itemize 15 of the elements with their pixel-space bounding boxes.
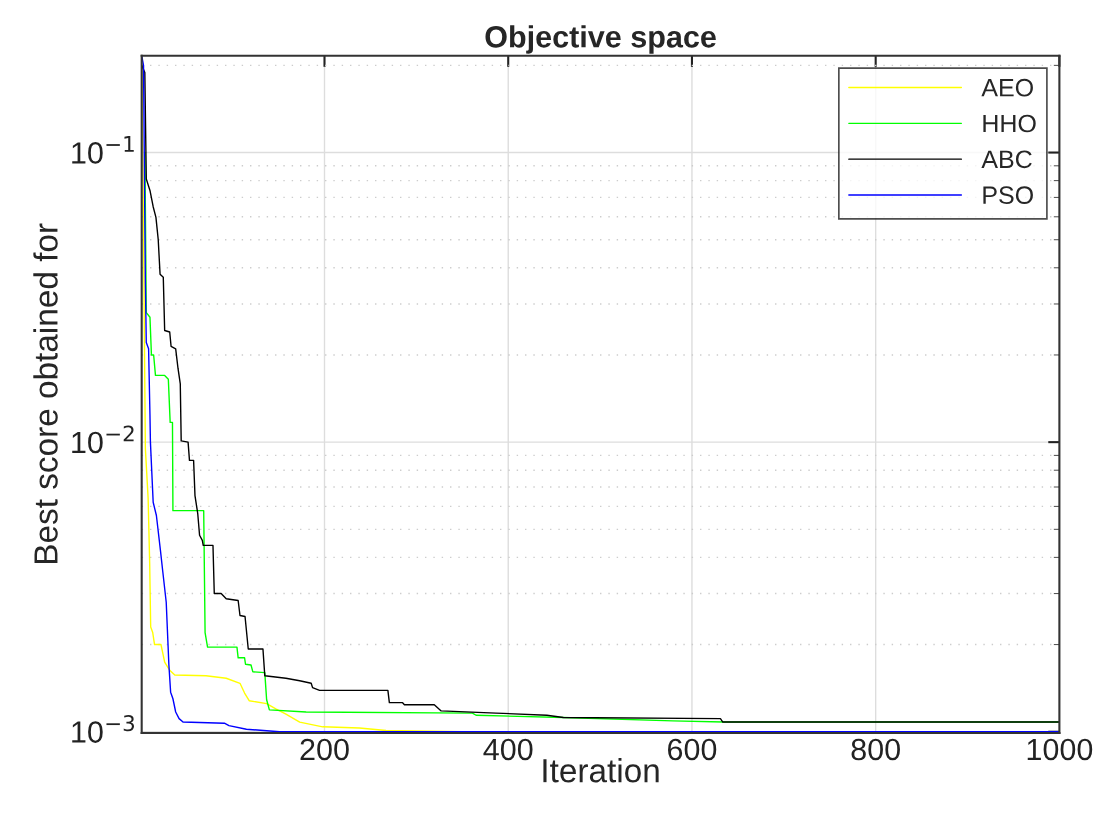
legend-label: HHO [983, 114, 1036, 133]
chart-title: Objective space [485, 25, 716, 54]
y-tick-label: 10$^{−3}$ [72, 715, 135, 743]
x-tick-label: 800 [851, 738, 900, 761]
y-tick-label: 10$^{−2}$ [72, 425, 134, 454]
x-tick-label: 200 [300, 738, 349, 761]
x-tick-label: 1000 [1027, 738, 1093, 761]
legend-label: AEO [981, 78, 1033, 97]
x-tick-label: 600 [668, 738, 717, 761]
y-axis-title: Best score obtained for [33, 223, 58, 563]
x-tick-label: 400 [483, 738, 533, 761]
x-axis-title: Iteration [543, 758, 659, 783]
legend-label: PSO [983, 186, 1033, 204]
y-tick-label: 10$^{−1}$ [72, 136, 134, 164]
legend-label: ABC [981, 150, 1032, 169]
